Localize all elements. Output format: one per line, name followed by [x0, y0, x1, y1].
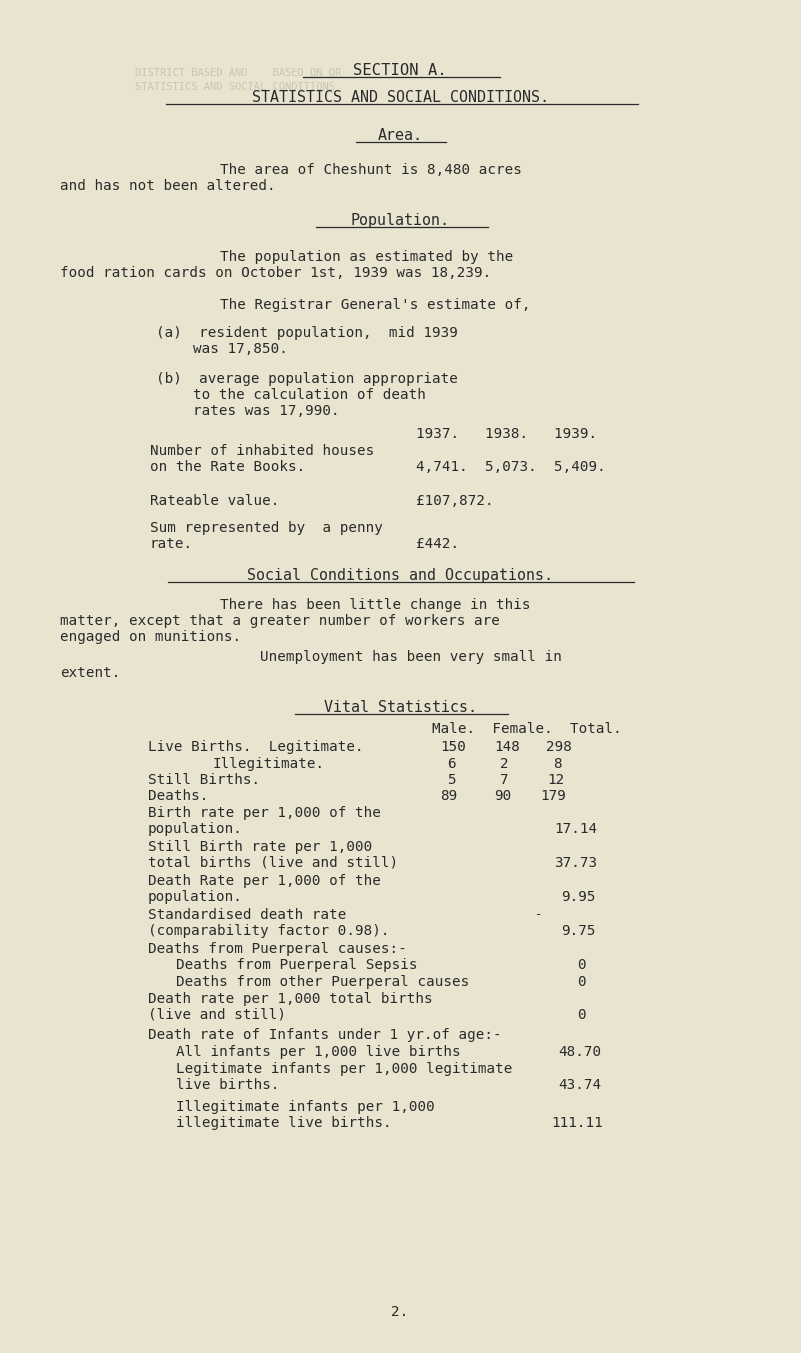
Text: The area of Cheshunt is 8,480 acres: The area of Cheshunt is 8,480 acres	[220, 162, 522, 177]
Text: -: -	[535, 908, 542, 921]
Text: Male.  Female.  Total.: Male. Female. Total.	[432, 723, 622, 736]
Text: Birth rate per 1,000 of the: Birth rate per 1,000 of the	[148, 806, 380, 820]
Text: SECTION A.: SECTION A.	[353, 64, 447, 78]
Text: 4,741.  5,073.  5,409.: 4,741. 5,073. 5,409.	[416, 460, 606, 474]
Text: 0: 0	[577, 976, 586, 989]
Text: Number of inhabited houses: Number of inhabited houses	[150, 444, 374, 459]
Text: 8: 8	[553, 756, 562, 771]
Text: 0: 0	[577, 1008, 586, 1022]
Text: 5: 5	[447, 773, 456, 787]
Text: Illegitimate.: Illegitimate.	[213, 756, 325, 771]
Text: to the calculation of death: to the calculation of death	[193, 388, 426, 402]
Text: Death rate of Infants under 1 yr.of age:-: Death rate of Infants under 1 yr.of age:…	[148, 1028, 501, 1042]
Text: (comparability factor 0.98).: (comparability factor 0.98).	[148, 924, 389, 938]
Text: rate.: rate.	[150, 537, 193, 551]
Text: 17.14: 17.14	[554, 823, 597, 836]
Text: There has been little change in this: There has been little change in this	[220, 598, 530, 612]
Text: 9.95: 9.95	[561, 890, 595, 904]
Text: 48.70: 48.70	[558, 1045, 601, 1059]
Text: 298: 298	[546, 740, 572, 754]
Text: on the Rate Books.: on the Rate Books.	[150, 460, 305, 474]
Text: Unemployment has been very small in: Unemployment has been very small in	[260, 649, 562, 664]
Text: 9.75: 9.75	[561, 924, 595, 938]
Text: 111.11: 111.11	[551, 1116, 602, 1130]
Text: Death rate per 1,000 total births: Death rate per 1,000 total births	[148, 992, 433, 1007]
Text: population.: population.	[148, 890, 243, 904]
Text: (live and still): (live and still)	[148, 1008, 286, 1022]
Text: £442.: £442.	[416, 537, 459, 551]
Text: Deaths from Puerperal causes:-: Deaths from Puerperal causes:-	[148, 942, 407, 957]
Text: 2: 2	[500, 756, 509, 771]
Text: food ration cards on October 1st, 1939 was 18,239.: food ration cards on October 1st, 1939 w…	[60, 267, 491, 280]
Text: Still Birth rate per 1,000: Still Birth rate per 1,000	[148, 840, 372, 854]
Text: 89: 89	[440, 789, 457, 802]
Text: was 17,850.: was 17,850.	[193, 342, 288, 356]
Text: The population as estimated by the: The population as estimated by the	[220, 250, 513, 264]
Text: Deaths from other Puerperal causes: Deaths from other Puerperal causes	[176, 976, 469, 989]
Text: population.: population.	[148, 823, 243, 836]
Text: Social Conditions and Occupations.: Social Conditions and Occupations.	[247, 568, 553, 583]
Text: engaged on munitions.: engaged on munitions.	[60, 630, 241, 644]
Text: 90: 90	[494, 789, 511, 802]
Text: STATISTICS AND SOCIAL CONDITIONS.: STATISTICS AND SOCIAL CONDITIONS.	[252, 91, 549, 106]
Text: 150: 150	[440, 740, 466, 754]
Text: matter, except that a greater number of workers are: matter, except that a greater number of …	[60, 614, 500, 628]
Text: £107,872.: £107,872.	[416, 494, 493, 507]
Text: 6: 6	[447, 756, 456, 771]
Text: Vital Statistics.: Vital Statistics.	[324, 700, 477, 714]
Text: Deaths.: Deaths.	[148, 789, 208, 802]
Text: Illegitimate infants per 1,000: Illegitimate infants per 1,000	[176, 1100, 435, 1114]
Text: rates was 17,990.: rates was 17,990.	[193, 405, 340, 418]
Text: Legitimate infants per 1,000 legitimate: Legitimate infants per 1,000 legitimate	[176, 1062, 513, 1076]
Text: extent.: extent.	[60, 666, 120, 681]
Text: 1937.   1938.   1939.: 1937. 1938. 1939.	[416, 428, 597, 441]
Text: The Registrar General's estimate of,: The Registrar General's estimate of,	[220, 298, 530, 313]
Text: Deaths from Puerperal Sepsis: Deaths from Puerperal Sepsis	[176, 958, 417, 971]
Text: All infants per 1,000 live births: All infants per 1,000 live births	[176, 1045, 461, 1059]
Text: Still Births.: Still Births.	[148, 773, 260, 787]
Text: 0: 0	[577, 958, 586, 971]
Text: 12: 12	[547, 773, 564, 787]
Text: (a)  resident population,  mid 1939: (a) resident population, mid 1939	[156, 326, 458, 340]
Text: 179: 179	[540, 789, 566, 802]
Text: live births.: live births.	[176, 1078, 280, 1092]
Text: 37.73: 37.73	[554, 856, 597, 870]
Text: 7: 7	[500, 773, 509, 787]
Text: Area.: Area.	[377, 129, 422, 143]
Text: 148: 148	[494, 740, 520, 754]
Text: illegitimate live births.: illegitimate live births.	[176, 1116, 392, 1130]
Text: DISTRICT BASED AND    BASED ON OR: DISTRICT BASED AND BASED ON OR	[135, 68, 341, 78]
Text: 43.74: 43.74	[558, 1078, 601, 1092]
Text: 2.: 2.	[392, 1306, 409, 1319]
Text: Rateable value.: Rateable value.	[150, 494, 280, 507]
Text: total births (live and still): total births (live and still)	[148, 856, 398, 870]
Text: and has not been altered.: and has not been altered.	[60, 179, 276, 193]
Text: Live Births.  Legitimate.: Live Births. Legitimate.	[148, 740, 364, 754]
Text: STATISTICS AND SOCIAL CONDITIONS: STATISTICS AND SOCIAL CONDITIONS	[135, 83, 335, 92]
Text: Sum represented by  a penny: Sum represented by a penny	[150, 521, 383, 534]
Text: (b)  average population appropriate: (b) average population appropriate	[156, 372, 458, 386]
Text: Population.: Population.	[351, 212, 449, 229]
Text: Death Rate per 1,000 of the: Death Rate per 1,000 of the	[148, 874, 380, 888]
Text: Standardised death rate: Standardised death rate	[148, 908, 346, 921]
